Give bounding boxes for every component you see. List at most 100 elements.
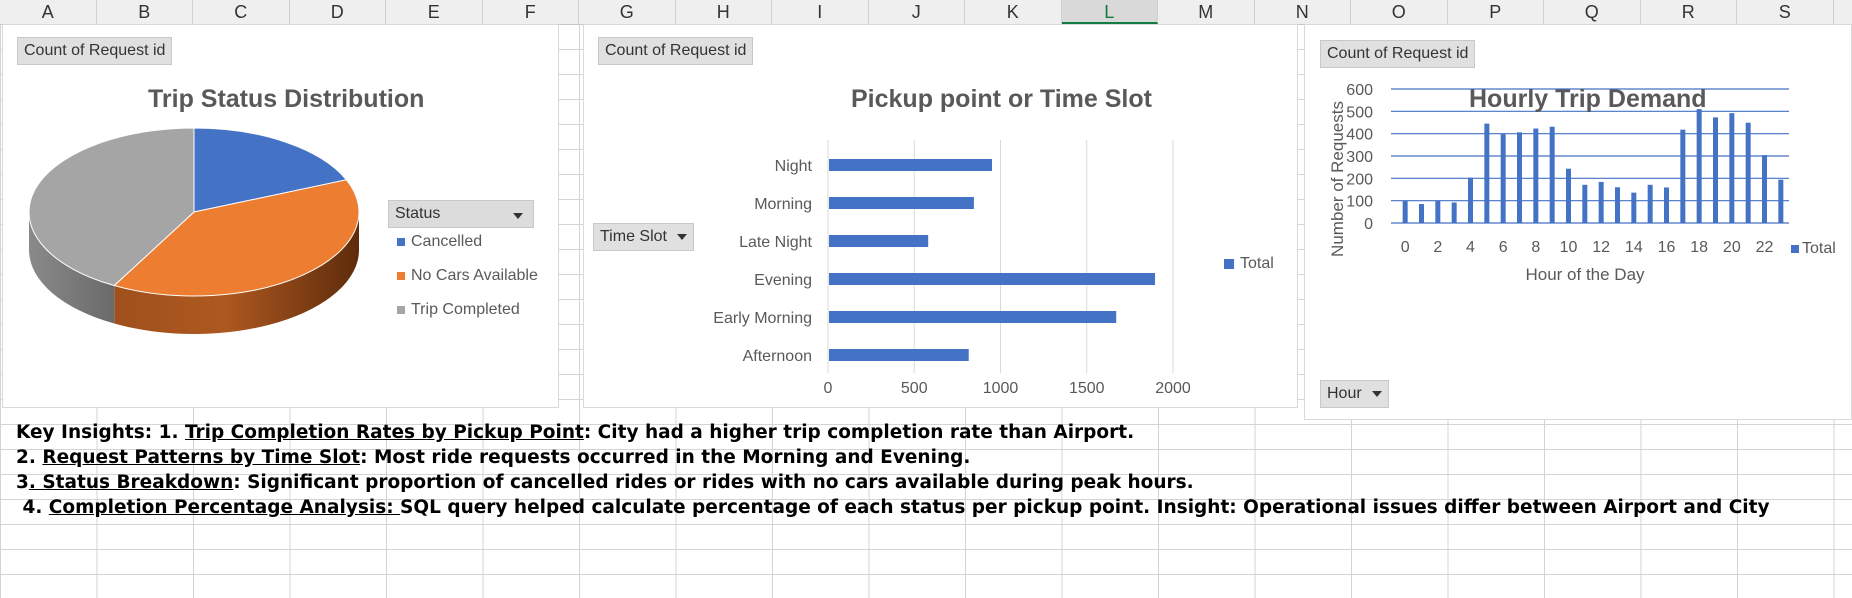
column-header-b[interactable]: B — [97, 0, 193, 24]
col-bar-hour-18[interactable] — [1696, 109, 1702, 223]
legend-swatch-gray — [397, 305, 405, 314]
legend-label: Trip Completed — [411, 301, 520, 318]
bar-category-label: Afternoon — [743, 348, 812, 365]
col-bar-hour-17[interactable] — [1680, 129, 1686, 223]
column-header-j[interactable]: J — [869, 0, 965, 24]
column-header-e[interactable]: E — [386, 0, 483, 24]
bar-value-field-label: Count of Request id — [605, 42, 747, 59]
bar-x-tick-label: 1000 — [983, 380, 1019, 397]
column-header-p[interactable]: P — [1448, 0, 1544, 24]
bar-x-tick-label: 1500 — [1069, 380, 1105, 397]
hourly-chart-panel[interactable]: Count of Request id 0 100 200 300 400 500 600 0… — [1304, 24, 1852, 420]
column-header-g[interactable]: G — [579, 0, 676, 24]
column-header-n[interactable]: N — [1255, 0, 1351, 24]
pie-slice-side-1 — [114, 212, 359, 334]
column-header-i[interactable]: I — [772, 0, 869, 24]
timeslot-bar-chart: Night Morning Late Night Evening Early Morni… — [713, 140, 1191, 397]
bar-evening[interactable] — [829, 273, 1156, 285]
column-header-f[interactable]: F — [483, 0, 579, 24]
col-bar-hour-22[interactable] — [1762, 155, 1767, 223]
hour-filter-button[interactable]: Hour — [1320, 380, 1389, 408]
col-bar-hour-10[interactable] — [1566, 168, 1571, 223]
legend-item-trip-completed[interactable]: Trip Completed — [397, 301, 520, 319]
bar-x-tick-label: 0 — [824, 380, 833, 397]
col-bar-hour-13[interactable] — [1615, 187, 1620, 223]
bar-legend-item[interactable]: Total — [1224, 255, 1274, 273]
col-bar-hour-2[interactable] — [1435, 200, 1441, 223]
bar-early-morning[interactable] — [829, 311, 1117, 323]
key-insights-text: Key Insights: 1. Trip Completion Rates b… — [16, 420, 1770, 520]
column-header-q[interactable]: Q — [1544, 0, 1641, 24]
timeslot-chart-panel[interactable]: Count of Request id Pickup point or Time… — [583, 24, 1298, 408]
col-bar-hour-0[interactable] — [1402, 200, 1408, 223]
column-header-k[interactable]: K — [965, 0, 1062, 24]
col-x-tick-label: 6 — [1499, 239, 1508, 256]
column-header-l[interactable]: L — [1061, 0, 1158, 24]
bar-late-night[interactable] — [829, 235, 929, 247]
col-bar-hour-12[interactable] — [1598, 181, 1604, 223]
insight-line-1: Key Insights: 1. Trip Completion Rates b… — [16, 422, 1135, 443]
hourly-column-chart: 0 100 200 300 400 500 600 0 2 4 6 8 10 12 14 16 18 20 22 Ho… — [1328, 82, 1789, 284]
col-value-field-button[interactable]: Count of Request id — [1320, 40, 1476, 68]
legend-swatch-blue — [1224, 258, 1234, 269]
legend-label: No Cars Available — [411, 267, 538, 284]
col-bar-hour-15[interactable] — [1647, 184, 1653, 223]
col-y-tick-label: 300 — [1346, 149, 1373, 166]
legend-item-no-cars[interactable]: No Cars Available — [397, 267, 538, 285]
col-bar-hour-8[interactable] — [1533, 128, 1539, 223]
column-header-a[interactable]: A — [0, 0, 97, 24]
bar-night[interactable] — [829, 159, 993, 171]
bar-category-label: Morning — [754, 196, 812, 213]
col-bar-hour-14[interactable] — [1631, 192, 1637, 223]
pie-slice-no-cars-available[interactable] — [113, 179, 360, 297]
col-y-tick-label: 0 — [1364, 216, 1373, 233]
col-x-tick-label: 0 — [1401, 239, 1410, 256]
column-header-r[interactable]: R — [1641, 0, 1737, 24]
column-header-h[interactable]: H — [676, 0, 772, 24]
column-header-d[interactable]: D — [290, 0, 386, 24]
column-header-m[interactable]: M — [1158, 0, 1255, 24]
bar-chart-title: Pickup point or Time Slot — [851, 85, 1152, 113]
col-x-tick-label: 2 — [1433, 239, 1442, 256]
col-bar-hour-23[interactable] — [1778, 179, 1784, 223]
insight-line-3: 3. Status Breakdown: Significant proport… — [16, 472, 1194, 493]
col-bar-hour-11[interactable] — [1582, 184, 1588, 223]
column-header-s[interactable]: S — [1737, 0, 1834, 24]
column-header-o[interactable]: O — [1351, 0, 1448, 24]
col-x-tick-label: 8 — [1531, 239, 1540, 256]
timeslot-filter-button[interactable]: Time Slot — [593, 223, 694, 251]
col-x-tick-label: 16 — [1658, 239, 1676, 256]
col-bar-hour-4[interactable] — [1468, 177, 1473, 223]
bar-value-field-button[interactable]: Count of Request id — [598, 37, 754, 65]
bar-category-label: Evening — [754, 272, 812, 289]
insights-lead: Key Insights: — [16, 422, 153, 443]
col-bar-hour-7[interactable] — [1517, 132, 1522, 223]
col-bar-hour-6[interactable] — [1500, 134, 1506, 223]
col-bar-hour-21[interactable] — [1745, 122, 1751, 223]
col-x-tick-label: 10 — [1560, 239, 1578, 256]
bar-morning[interactable] — [829, 197, 974, 209]
col-y-axis-title: Number of Requests — [1328, 101, 1347, 257]
col-y-tick-label: 600 — [1346, 82, 1373, 99]
legend-label: Total — [1802, 240, 1836, 257]
col-bar-hour-20[interactable] — [1729, 113, 1735, 223]
bar-afternoon[interactable] — [829, 349, 969, 361]
pie-slice-cancelled[interactable] — [193, 127, 348, 213]
chevron-down-icon — [1371, 390, 1382, 397]
pie-chart-panel[interactable]: Count of Request id Trip Status Distribu… — [2, 24, 559, 408]
status-filter-button[interactable]: Status — [388, 200, 534, 228]
col-bar-hour-19[interactable] — [1713, 117, 1718, 223]
col-bar-hour-9[interactable] — [1549, 126, 1555, 223]
pie-value-field-button[interactable]: Count of Request id — [17, 37, 173, 65]
col-legend-item[interactable]: Total — [1791, 240, 1836, 258]
col-bar-hour-16[interactable] — [1664, 187, 1669, 223]
legend-item-cancelled[interactable]: Cancelled — [397, 233, 482, 251]
pie-slice-trip-completed[interactable] — [28, 127, 195, 287]
col-x-axis-title: Hour of the Day — [1525, 265, 1645, 284]
column-header-c[interactable]: C — [193, 0, 290, 24]
col-bar-hour-3[interactable] — [1451, 202, 1457, 223]
col-bar-hour-1[interactable] — [1419, 204, 1424, 223]
col-bar-hour-5[interactable] — [1484, 123, 1490, 223]
col-x-tick-label: 4 — [1466, 239, 1475, 256]
